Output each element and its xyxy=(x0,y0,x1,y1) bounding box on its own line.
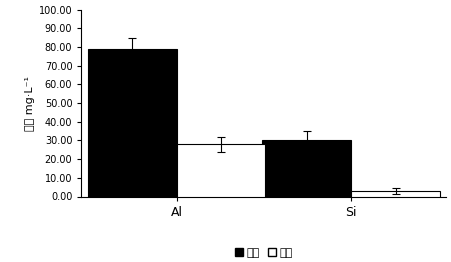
Legend: 加菌, 对照: 加菌, 对照 xyxy=(230,243,296,262)
Bar xyxy=(350,191,439,196)
Bar xyxy=(87,49,176,197)
Bar xyxy=(176,144,265,196)
Bar xyxy=(262,140,350,196)
Y-axis label: 浓度 mg·L⁻¹: 浓度 mg·L⁻¹ xyxy=(24,75,34,130)
